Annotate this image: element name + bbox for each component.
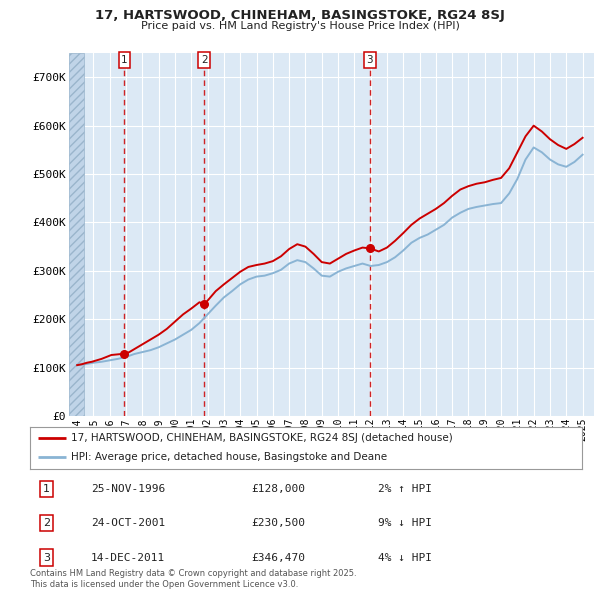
Text: £346,470: £346,470 <box>251 553 305 562</box>
Text: 25-NOV-1996: 25-NOV-1996 <box>91 484 165 494</box>
Text: 4% ↓ HPI: 4% ↓ HPI <box>378 553 432 562</box>
Text: 2: 2 <box>201 55 208 65</box>
Text: Price paid vs. HM Land Registry's House Price Index (HPI): Price paid vs. HM Land Registry's House … <box>140 21 460 31</box>
Text: 17, HARTSWOOD, CHINEHAM, BASINGSTOKE, RG24 8SJ: 17, HARTSWOOD, CHINEHAM, BASINGSTOKE, RG… <box>95 9 505 22</box>
Text: £128,000: £128,000 <box>251 484 305 494</box>
Text: 17, HARTSWOOD, CHINEHAM, BASINGSTOKE, RG24 8SJ (detached house): 17, HARTSWOOD, CHINEHAM, BASINGSTOKE, RG… <box>71 434 453 444</box>
Bar <box>69 53 83 416</box>
Text: HPI: Average price, detached house, Basingstoke and Deane: HPI: Average price, detached house, Basi… <box>71 452 388 462</box>
Text: 3: 3 <box>367 55 373 65</box>
Text: 24-OCT-2001: 24-OCT-2001 <box>91 519 165 528</box>
Text: 2% ↑ HPI: 2% ↑ HPI <box>378 484 432 494</box>
Text: 2: 2 <box>43 519 50 528</box>
Text: 1: 1 <box>43 484 50 494</box>
Text: Contains HM Land Registry data © Crown copyright and database right 2025.
This d: Contains HM Land Registry data © Crown c… <box>30 569 356 589</box>
Text: 14-DEC-2011: 14-DEC-2011 <box>91 553 165 562</box>
Text: £230,500: £230,500 <box>251 519 305 528</box>
Text: 1: 1 <box>121 55 128 65</box>
Text: 3: 3 <box>43 553 50 562</box>
Text: 9% ↓ HPI: 9% ↓ HPI <box>378 519 432 528</box>
